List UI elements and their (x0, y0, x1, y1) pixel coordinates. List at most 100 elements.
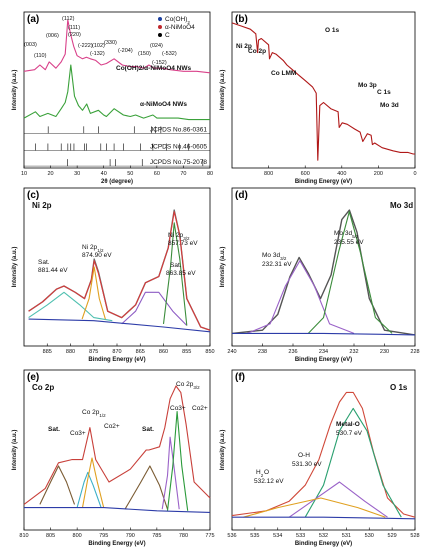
panel-letter: (b) (235, 14, 248, 25)
peak-annotation: H2 (256, 469, 264, 478)
x-tick-label: 10 (21, 171, 27, 177)
panel-title: Co 2p (32, 383, 54, 392)
series-line (28, 211, 211, 331)
x-axis-title: Binding Energy (eV) (88, 357, 145, 363)
peak-label: (-132) (90, 51, 105, 57)
panel-a: 10 20 30 40 50 60 70 80 2θ (degree) Intensity (a.… (12, 11, 213, 185)
peak-label: (111) (68, 25, 80, 31)
x-tick-label: 880 (66, 349, 75, 355)
series-line (28, 291, 113, 322)
x-axis-title: 2θ (degree) (101, 179, 133, 185)
y-axis-title: Intensity (a.u.) (220, 430, 226, 471)
x-tick-label: 850 (205, 349, 214, 355)
x-tick-label: 70 (180, 171, 186, 177)
peak-annotation: 235.55 eV (334, 239, 364, 246)
peak-label: (112) (62, 16, 75, 22)
peak-label: (102) (92, 43, 105, 49)
series-line (23, 385, 211, 505)
y-axis-title: Intensity (a.u.) (220, 70, 226, 111)
peak-annotation: Mo 3p (358, 82, 377, 89)
series-line (231, 209, 416, 336)
series-line (232, 332, 416, 336)
peak-annotation: 530.7 eV (336, 430, 363, 437)
series-line (243, 497, 386, 518)
plot-frame (23, 11, 211, 169)
peak-annotation: Ni 2p (236, 43, 252, 50)
y-axis-title: Intensity (a.u.) (12, 70, 18, 111)
legend-label: Co(OH)2 (165, 16, 190, 25)
peak-annotation: 857.73 eV (168, 240, 198, 247)
series-line (232, 516, 416, 520)
x-tick-label: 865 (136, 349, 145, 355)
peak-annotation: Sat. (48, 426, 60, 433)
x-tick-label: 875 (89, 349, 98, 355)
x-axis-title: Binding Energy (eV) (88, 541, 145, 547)
series-line (39, 465, 76, 505)
peak-annotation: Co 2p3/2 (176, 381, 200, 390)
x-tick-label: 238 (258, 349, 267, 355)
peak-annotation: Co2+ (104, 423, 120, 430)
x-tick-label: 30 (74, 171, 80, 177)
plot-frame (231, 187, 416, 347)
peak-annotation: 881.44 eV (38, 267, 68, 274)
legend-marker (158, 17, 162, 21)
peak-label: (006) (46, 33, 59, 39)
peak-label: (003) (24, 42, 37, 48)
series-line (24, 507, 211, 513)
x-axis-title: Binding Energy (eV) (295, 541, 352, 547)
peak-annotation: Ni 2p3/2 (168, 232, 190, 241)
peak-annotation: Sat. (38, 259, 50, 266)
x-tick-label: 533 (296, 533, 305, 539)
panel-letter: (f) (235, 372, 245, 383)
y-axis-title: Intensity (a.u.) (220, 247, 226, 288)
peak-annotation: Metal-O (336, 421, 360, 428)
x-axis-title: Binding Energy (eV) (295, 179, 352, 185)
x-tick-label: 228 (410, 349, 419, 355)
series-line (166, 411, 189, 511)
x-tick-label: 775 (205, 533, 214, 539)
x-tick-label: 805 (46, 533, 55, 539)
plot-frame (231, 369, 416, 531)
x-tick-label: 534 (273, 533, 282, 539)
series-line (124, 465, 169, 510)
x-tick-label: 870 (112, 349, 121, 355)
x-tick-label: 50 (127, 171, 133, 177)
panel-letter: (a) (27, 14, 39, 25)
x-axis-title: Binding Energy (eV) (295, 357, 352, 363)
series-line (76, 471, 102, 508)
x-tick-label: 795 (99, 533, 108, 539)
peak-annotation: 531.30 eV (292, 461, 322, 468)
peak-annotation: 863.85 eV (166, 270, 196, 277)
peak-annotation: Co3+ (170, 405, 186, 412)
series-line (231, 391, 416, 518)
panel-title: O 1s (390, 383, 408, 392)
x-tick-label: 40 (101, 171, 107, 177)
peak-annotation: Co 2p1/2 (82, 409, 106, 418)
x-tick-label: 234 (319, 349, 328, 355)
legend-label: α-NiMoO4 (165, 24, 195, 31)
series-line (121, 291, 188, 326)
series-line (231, 22, 415, 161)
series-line (247, 260, 355, 334)
peak-label: (-532) (162, 51, 177, 57)
x-tick-label: 529 (388, 533, 397, 539)
reference-label: JCPDS No.75-2078 (150, 159, 207, 166)
peak-label: (330) (104, 40, 117, 46)
peak-annotation: Co 2p (248, 48, 266, 55)
peak-annotation: Co3+ (70, 430, 86, 437)
panel-f: 536 535 534 533 532 531 530 529 528 Binding Energ… (220, 369, 420, 547)
peak-annotation: Mo 3d (380, 102, 399, 109)
legend-marker (158, 33, 162, 37)
peak-annotation: Mo 3d5/2 (334, 230, 359, 239)
peak-annotation: O (264, 469, 269, 476)
reference-label: JCPDS No.46-0605 (150, 143, 207, 150)
panel-c: 885 880 875 870 865 860 855 850 Binding Energy (… (12, 187, 215, 363)
series-line (81, 457, 105, 508)
plot-frame (231, 11, 416, 169)
series-line (81, 266, 106, 320)
peak-annotation: Co LMM (271, 70, 296, 77)
peak-label: (110) (34, 53, 47, 59)
x-tick-label: 810 (19, 533, 28, 539)
peak-annotation: Sat. (142, 426, 154, 433)
